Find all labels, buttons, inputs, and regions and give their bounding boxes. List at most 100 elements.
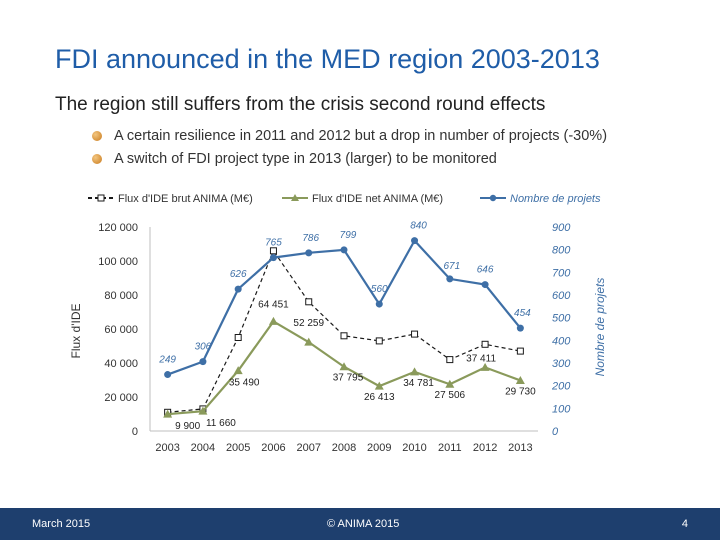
footer-bar: March 2015 © ANIMA 2015 4 (0, 508, 720, 540)
data-label: 626 (230, 269, 247, 280)
data-point (480, 362, 490, 371)
data-label: 799 (340, 230, 357, 241)
data-point (339, 362, 349, 371)
y-right-tick-label: 100 (552, 403, 571, 415)
data-label: 26 413 (364, 392, 395, 403)
data-label: 9 900 (175, 421, 200, 432)
data-point (446, 356, 454, 364)
data-point (516, 347, 524, 355)
data-label: 29 730 (505, 386, 536, 397)
y-left-axis-title: Flux d'IDE (70, 304, 83, 359)
x-tick-label: 2004 (191, 442, 215, 454)
x-tick-label: 2006 (261, 442, 285, 454)
x-tick-label: 2003 (155, 442, 179, 454)
footer-date: March 2015 (32, 518, 91, 530)
data-point (305, 249, 313, 257)
data-label: 11 660 (206, 418, 236, 429)
data-label: 37 795 (333, 373, 364, 384)
data-point (163, 409, 173, 418)
fdi-chart: 0 20 000 40 000 60 000 80 000 100 000 120 000 0… (70, 193, 607, 454)
data-point (411, 330, 419, 338)
data-point (340, 246, 348, 254)
data-label: 306 (195, 342, 212, 353)
x-tick-label: 2005 (226, 442, 250, 454)
data-point (234, 334, 242, 341)
bullet-text: A certain resilience in 2011 and 2012 bu… (114, 128, 608, 144)
y-left-tick-label: 0 (132, 426, 138, 438)
data-point (410, 367, 420, 376)
y-left-tick-label: 100 000 (98, 256, 138, 268)
x-tick-label: 2012 (473, 442, 497, 454)
y-left-tick-label: 40 000 (104, 358, 138, 370)
y-left-tick-label: 120 000 (98, 222, 138, 234)
y-right-tick-label: 300 (552, 358, 571, 370)
x-tick-label: 2008 (332, 442, 356, 454)
data-point (340, 332, 348, 340)
x-tick-label: 2010 (402, 442, 426, 454)
legend-label: Nombre de projets (510, 193, 601, 205)
data-point (269, 254, 277, 262)
data-point (304, 337, 314, 346)
data-label: 52 259 (293, 318, 324, 329)
data-label: 765 (265, 238, 282, 249)
data-label: 64 451 (258, 299, 289, 310)
x-tick-label: 2009 (367, 442, 391, 454)
data-point (305, 298, 313, 306)
bullet-list: A certain resilience in 2011 and 2012 bu… (92, 125, 607, 171)
data-point (411, 237, 419, 245)
data-label: 27 506 (435, 390, 466, 401)
data-label: 646 (477, 265, 494, 276)
x-tick-label: 2007 (296, 442, 320, 454)
y-right-tick-label: 500 (552, 313, 571, 325)
data-point (446, 275, 454, 283)
y-left-tick-label: 20 000 (104, 392, 138, 404)
data-point (375, 300, 383, 308)
data-label: 840 (410, 221, 427, 232)
data-point (234, 285, 242, 293)
data-point (374, 381, 384, 390)
y-right-tick-label: 0 (552, 426, 559, 438)
data-point (515, 375, 525, 384)
data-point (269, 247, 277, 255)
data-point (481, 340, 489, 348)
y-right-tick-label: 400 (552, 335, 571, 347)
series-line (167, 249, 521, 413)
slide-subtitle: The region still suffers from the crisis… (55, 94, 546, 115)
legend-marker (489, 194, 497, 202)
data-label: 37 411 (466, 353, 496, 364)
legend-label: Flux d'IDE brut ANIMA (M€) (118, 193, 253, 205)
bullet-item: A certain resilience in 2011 and 2012 bu… (92, 125, 607, 148)
y-left-tick-label: 80 000 (104, 290, 138, 302)
data-point (445, 379, 455, 388)
data-point (164, 371, 172, 379)
data-point (375, 337, 383, 345)
y-right-axis-title: Nombre de projets (593, 278, 607, 377)
bullet-icon (92, 131, 102, 141)
data-point (198, 406, 208, 415)
data-label: 560 (371, 284, 388, 295)
data-label: 249 (158, 355, 176, 366)
x-tick-label: 2013 (508, 442, 532, 454)
data-point (268, 316, 278, 325)
data-point (233, 366, 243, 375)
y-left-tick-label: 60 000 (104, 324, 138, 336)
data-point (199, 358, 207, 366)
data-label: 671 (443, 261, 460, 272)
legend-marker (97, 194, 105, 202)
y-right-tick-label: 200 (551, 381, 571, 393)
y-right-tick-label: 700 (552, 267, 571, 279)
y-right-tick-label: 900 (552, 222, 571, 234)
data-label: 454 (514, 308, 531, 319)
data-point (516, 324, 524, 332)
footer-copyright: © ANIMA 2015 (327, 518, 400, 530)
data-label: 35 490 (229, 378, 260, 389)
data-label: 34 781 (403, 378, 434, 389)
legend-marker (291, 194, 299, 201)
data-label: 786 (302, 233, 319, 244)
y-right-tick-label: 600 (552, 290, 571, 302)
page-number: 4 (681, 518, 688, 530)
bullet-text: A switch of FDI project type in 2013 (la… (114, 151, 497, 167)
slide-title: FDI announced in the MED region 2003-201… (55, 44, 600, 74)
data-point (481, 281, 489, 289)
legend-label: Flux d'IDE net ANIMA (M€) (312, 193, 443, 205)
